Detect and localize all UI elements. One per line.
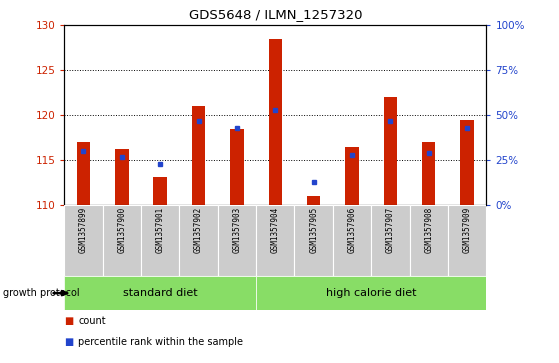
Bar <box>115 150 129 205</box>
Bar <box>77 142 90 205</box>
Bar <box>179 205 218 276</box>
Bar <box>333 205 371 276</box>
Text: GSM1357901: GSM1357901 <box>156 207 165 253</box>
Title: GDS5648 / ILMN_1257320: GDS5648 / ILMN_1257320 <box>188 8 362 21</box>
Bar <box>256 205 295 276</box>
Text: GSM1357907: GSM1357907 <box>386 207 395 253</box>
Bar <box>371 205 410 276</box>
Bar <box>103 205 141 276</box>
Text: GSM1357908: GSM1357908 <box>424 207 433 253</box>
Text: ■: ■ <box>64 316 74 326</box>
Text: standard diet: standard diet <box>123 288 197 298</box>
Bar <box>422 142 435 205</box>
Text: GSM1357904: GSM1357904 <box>271 207 280 253</box>
Bar <box>230 129 244 205</box>
Text: percentile rank within the sample: percentile rank within the sample <box>78 337 243 347</box>
Text: GSM1357900: GSM1357900 <box>117 207 126 253</box>
Bar <box>268 39 282 205</box>
Bar <box>295 205 333 276</box>
Text: GSM1357899: GSM1357899 <box>79 207 88 253</box>
Text: count: count <box>78 316 106 326</box>
Text: GSM1357905: GSM1357905 <box>309 207 318 253</box>
Text: GSM1357902: GSM1357902 <box>194 207 203 253</box>
Bar <box>256 276 486 310</box>
Text: ■: ■ <box>64 337 74 347</box>
Text: GSM1357906: GSM1357906 <box>348 207 357 253</box>
Bar <box>448 205 486 276</box>
Bar <box>218 205 256 276</box>
Bar <box>64 276 256 310</box>
Text: GSM1357903: GSM1357903 <box>233 207 241 253</box>
Text: GSM1357909: GSM1357909 <box>463 207 472 253</box>
Bar <box>383 97 397 205</box>
Bar <box>64 205 103 276</box>
Bar <box>307 196 320 205</box>
Text: high calorie diet: high calorie diet <box>326 288 416 298</box>
Bar <box>461 120 474 205</box>
Bar <box>345 147 359 205</box>
Bar <box>141 205 179 276</box>
Bar <box>410 205 448 276</box>
Bar <box>192 106 205 205</box>
Bar <box>154 177 167 205</box>
Text: growth protocol: growth protocol <box>3 288 79 298</box>
